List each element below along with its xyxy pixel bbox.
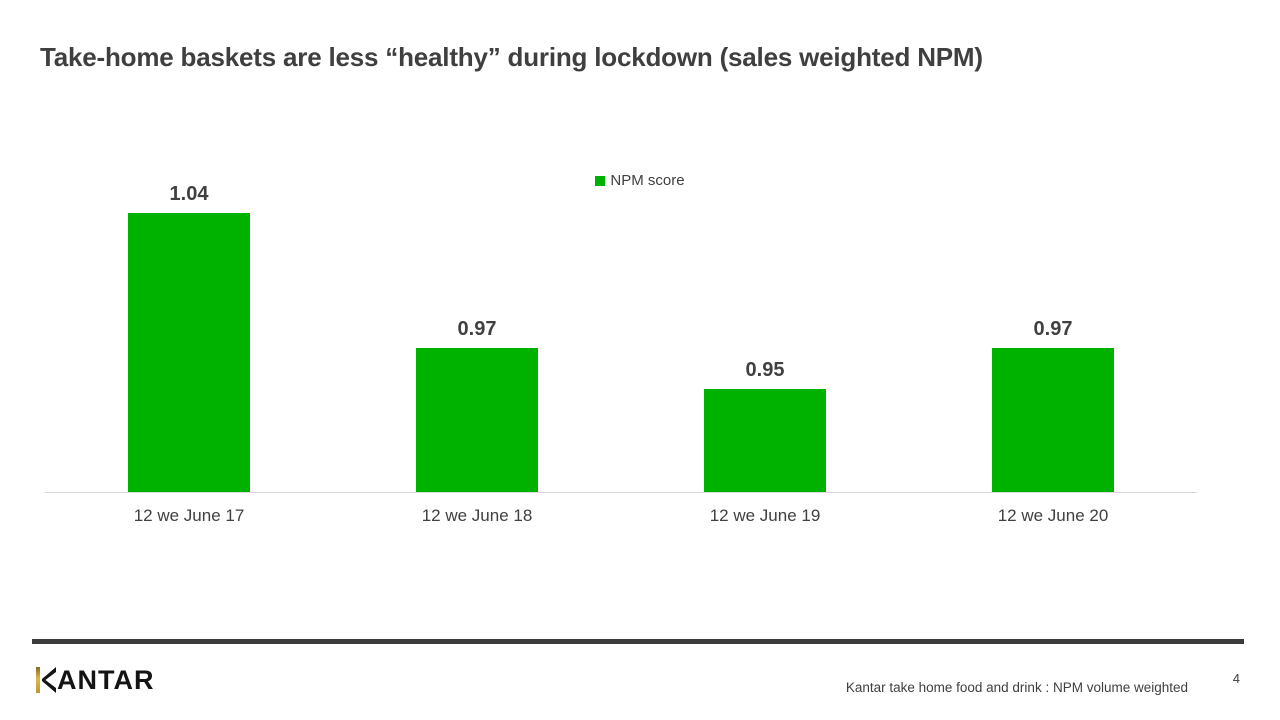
plot-area: 1.04 0.97 0.95 0.97 [45,183,1197,493]
legend-label: NPM score [610,172,685,189]
page-number: 4 [1232,671,1240,686]
bar-value-label: 0.97 [1033,317,1073,340]
footer-divider [32,639,1244,644]
bar [415,347,539,492]
x-axis-labels: 12 we June 17 12 we June 18 12 we June 19 1… [45,506,1197,526]
legend-swatch-icon [595,175,606,186]
logo-text: ANTAR [57,665,155,695]
page-title: Take-home baskets are less “healthy” dur… [40,42,983,72]
bar-slot: 1.04 [45,183,333,492]
bar [127,213,251,492]
bar-slot: 0.95 [621,183,909,492]
source-note: Kantar take home food and drink : NPM vo… [845,680,1188,695]
x-axis-label: 12 we June 17 [133,506,245,525]
bar-value-label: 0.97 [457,317,497,340]
x-axis-label: 12 we June 20 [997,506,1109,525]
bar-slot: 0.97 [909,183,1197,492]
bar-value-label: 0.95 [745,359,785,381]
bar-slot: 0.97 [333,183,621,492]
logo-k-bar-icon [36,667,40,693]
x-axis-label: 12 we June 19 [709,506,821,525]
kantar-logo: ANTAR [36,665,155,695]
bar [991,347,1115,492]
chart-legend: NPM score [0,172,1280,189]
bar-value-label: 1.04 [169,183,209,205]
bar [703,389,827,492]
logo-k-chevron-icon [42,667,56,693]
x-axis-label: 12 we June 18 [421,506,533,525]
